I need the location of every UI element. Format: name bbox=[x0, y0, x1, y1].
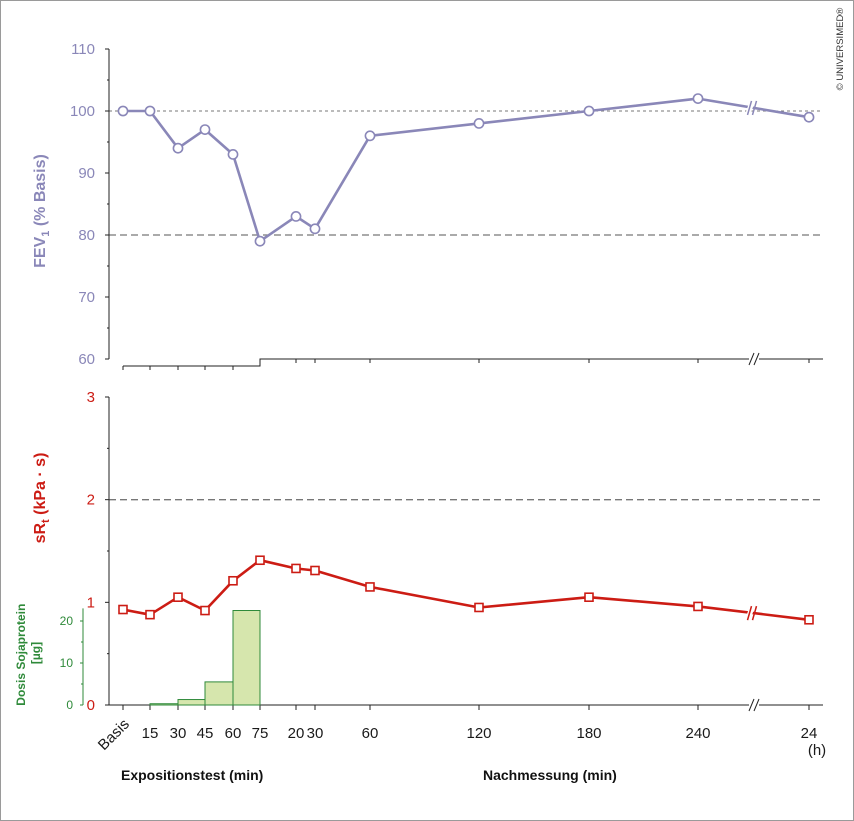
srt-line bbox=[122, 558, 810, 622]
x-tick-label: 120 bbox=[466, 725, 491, 742]
fev-point bbox=[199, 124, 211, 136]
x-tick-label: 30 bbox=[307, 725, 324, 742]
fev-point bbox=[172, 142, 184, 154]
srt-y-tick-label: 2 bbox=[87, 492, 95, 509]
x-unit-label: (h) bbox=[808, 742, 826, 759]
srt-point bbox=[365, 582, 375, 592]
srt-point bbox=[255, 555, 265, 566]
x-tick-label: 24 bbox=[801, 725, 818, 742]
dose-y-axis: 0 10 20 bbox=[60, 608, 84, 712]
fev-point bbox=[583, 105, 595, 117]
fev-y-tick-label: 80 bbox=[78, 227, 95, 244]
srt-y-tick-label: 0 bbox=[87, 697, 95, 714]
fev-y-tick-label: 100 bbox=[70, 103, 95, 120]
x-tick-label: 75 bbox=[252, 725, 269, 742]
section-label-followup: Nachmessung (min) bbox=[483, 767, 617, 783]
srt-point bbox=[173, 592, 183, 603]
fev-point bbox=[473, 118, 485, 129]
srt-point bbox=[474, 602, 484, 613]
x-tick-label: 180 bbox=[576, 725, 601, 742]
section-label-exposure: Expositionstest (min) bbox=[121, 767, 263, 783]
srt-y-axis: 0 1 2 3 bbox=[87, 389, 110, 714]
dose-y-tick-label: 0 bbox=[66, 698, 73, 712]
srt-point bbox=[118, 604, 128, 615]
x-tick-labels: Basis 15 30 45 60 75 20 30 60 120 180 240 24 bbox=[95, 716, 817, 754]
fev-axis-break bbox=[748, 352, 755, 366]
x-tick-label: 15 bbox=[142, 725, 159, 742]
fev-point bbox=[364, 130, 376, 142]
fev-point bbox=[803, 111, 815, 123]
fev-point bbox=[290, 210, 302, 222]
srt-line-break bbox=[746, 605, 753, 621]
fev-point bbox=[309, 223, 321, 235]
x-tick-label: 30 bbox=[170, 725, 187, 742]
fev-axis-break bbox=[753, 352, 760, 366]
x-tick-label: 60 bbox=[362, 725, 379, 742]
dose-y-tick-label: 10 bbox=[60, 656, 74, 670]
fev-x-axis bbox=[122, 352, 823, 370]
srt-y-tick-label: 3 bbox=[87, 389, 95, 406]
fev-axis-title: FEV1 (% Basis) bbox=[32, 154, 52, 268]
fev-line-break bbox=[746, 100, 753, 116]
fev-point bbox=[227, 148, 239, 160]
x-tick-label: 45 bbox=[197, 725, 214, 742]
x-tick-label: 60 bbox=[225, 725, 242, 742]
dose-bar bbox=[232, 610, 261, 706]
srt-axis-break bbox=[748, 698, 755, 712]
fev-point bbox=[117, 105, 129, 117]
fev-series bbox=[117, 93, 815, 247]
fev-x-axis-line bbox=[123, 358, 749, 367]
srt-line-break bbox=[751, 605, 758, 621]
x-tick-label: 20 bbox=[288, 725, 305, 742]
fev-y-tick-label: 90 bbox=[78, 165, 95, 182]
srt-axis-title: sRt (kPa · s) bbox=[32, 453, 52, 544]
dose-bar bbox=[204, 681, 234, 706]
srt-point bbox=[291, 563, 301, 574]
fev-y-axis: 60 70 80 90 100 110 bbox=[70, 41, 110, 368]
fev-y-tick-label: 70 bbox=[78, 289, 95, 306]
srt-series bbox=[118, 555, 814, 625]
x-tick-label: Basis bbox=[95, 716, 133, 754]
srt-point bbox=[693, 601, 703, 612]
copyright-text: © UNIVERSIMED® bbox=[835, 8, 846, 91]
srt-point bbox=[584, 592, 594, 603]
srt-y-tick-label: 1 bbox=[87, 594, 95, 611]
fev-line-break bbox=[751, 100, 758, 116]
dose-bar bbox=[177, 699, 206, 706]
x-tick-label: 240 bbox=[685, 725, 710, 742]
fev-point bbox=[692, 93, 704, 104]
fev-point bbox=[254, 235, 266, 247]
dose-y-tick-label: 20 bbox=[60, 614, 74, 628]
srt-point bbox=[310, 565, 320, 576]
srt-point bbox=[145, 609, 155, 620]
fev-y-tick-label: 60 bbox=[78, 351, 95, 368]
dose-bar bbox=[149, 703, 179, 706]
srt-point bbox=[228, 575, 238, 586]
dose-axis-title: Dosis Sojaprotein [µg] bbox=[14, 600, 43, 705]
reference-lines bbox=[109, 110, 823, 501]
fev-point bbox=[144, 105, 156, 117]
fev-line bbox=[123, 97, 810, 243]
srt-point bbox=[200, 605, 210, 616]
srt-axis-break bbox=[753, 698, 760, 712]
fev-y-tick-label: 110 bbox=[71, 41, 95, 58]
srt-point bbox=[804, 614, 814, 625]
dose-bars bbox=[149, 610, 261, 706]
